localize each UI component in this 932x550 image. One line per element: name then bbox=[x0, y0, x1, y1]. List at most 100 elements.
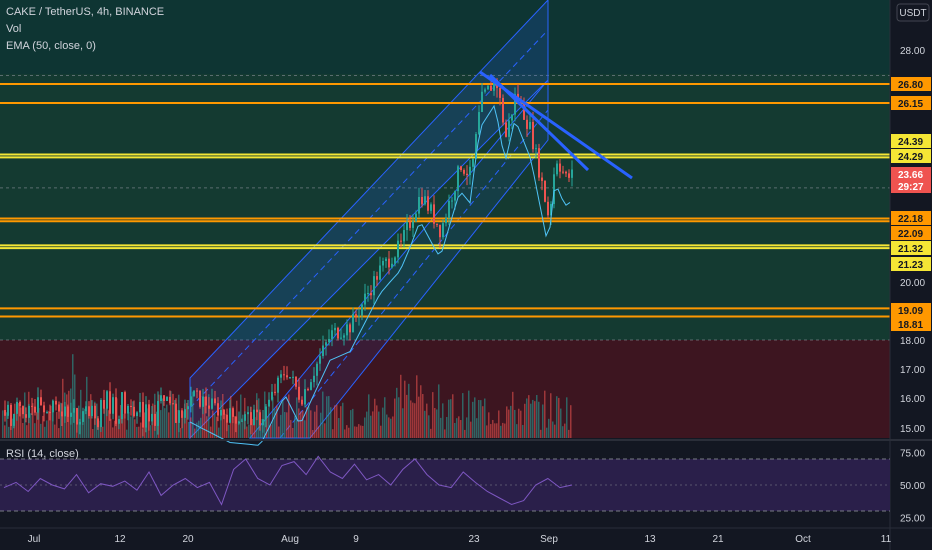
volume-bar bbox=[298, 408, 300, 438]
candle-body bbox=[568, 173, 570, 178]
volume-bar bbox=[282, 399, 284, 438]
volume-bar bbox=[392, 416, 394, 438]
candle-body bbox=[367, 292, 369, 294]
candle-body bbox=[391, 263, 393, 268]
candle-body bbox=[214, 398, 216, 404]
candle-body bbox=[556, 163, 558, 175]
candle-body bbox=[46, 412, 48, 414]
volume-bar bbox=[258, 398, 260, 438]
candle-body bbox=[91, 405, 93, 417]
candle-body bbox=[70, 412, 72, 417]
volume-bar bbox=[470, 421, 472, 438]
volume-bar bbox=[316, 405, 318, 438]
candle-body bbox=[253, 409, 255, 426]
candle-body bbox=[532, 121, 534, 150]
candle-body bbox=[61, 411, 63, 417]
volume-bar bbox=[306, 407, 308, 438]
volume-bar bbox=[160, 410, 162, 438]
volume-bar bbox=[42, 415, 44, 438]
volume-bar bbox=[468, 390, 470, 438]
candle-body bbox=[31, 405, 33, 407]
price-badge-label: 21.32 bbox=[898, 244, 923, 255]
volume-bar bbox=[318, 426, 320, 438]
candle-body bbox=[169, 396, 171, 404]
volume-bar bbox=[432, 392, 434, 438]
volume-bar bbox=[48, 411, 50, 438]
candle-body bbox=[145, 404, 147, 428]
candle-body bbox=[196, 390, 198, 392]
volume-bar bbox=[324, 423, 326, 438]
price-badge bbox=[891, 241, 931, 255]
candle-body bbox=[175, 403, 177, 423]
candle-body bbox=[148, 404, 150, 422]
volume-bar bbox=[466, 417, 468, 438]
volume-bar bbox=[382, 407, 384, 438]
volume-bar bbox=[34, 423, 36, 438]
volume-bar bbox=[272, 396, 274, 438]
volume-bar bbox=[232, 408, 234, 438]
volume-bar bbox=[492, 419, 494, 438]
volume-bar bbox=[540, 429, 542, 438]
candle-body bbox=[223, 409, 225, 415]
volume-bar bbox=[102, 426, 104, 438]
volume-bar bbox=[300, 411, 302, 438]
volume-bar bbox=[218, 427, 220, 438]
volume-bar bbox=[506, 406, 508, 438]
volume-bar bbox=[36, 412, 38, 438]
candle-body bbox=[286, 375, 288, 378]
x-tick-label: 23 bbox=[468, 534, 480, 545]
candle-body bbox=[262, 419, 264, 426]
candle-body bbox=[322, 345, 324, 357]
volume-bar bbox=[168, 412, 170, 438]
candle-body bbox=[349, 324, 351, 333]
volume-bar bbox=[452, 394, 454, 438]
candle-body bbox=[127, 405, 129, 414]
candle-body bbox=[52, 400, 54, 413]
volume-bar bbox=[228, 424, 230, 438]
candle-body bbox=[454, 191, 456, 201]
volume-bar bbox=[448, 399, 450, 438]
candle-body bbox=[181, 410, 183, 418]
candle-body bbox=[205, 396, 207, 406]
volume-bar bbox=[124, 410, 126, 438]
volume-bar bbox=[308, 406, 310, 438]
candle-body bbox=[97, 418, 99, 428]
volume-bar bbox=[88, 406, 90, 438]
volume-bar bbox=[362, 425, 364, 438]
volume-bar bbox=[252, 418, 254, 438]
candle-body bbox=[310, 382, 312, 390]
ema-line bbox=[189, 104, 571, 446]
volume-bar bbox=[224, 413, 226, 438]
volume-bar bbox=[344, 429, 346, 438]
candle-body bbox=[157, 401, 159, 426]
price-badge-label: 29:27 bbox=[898, 182, 924, 193]
volume-bar bbox=[190, 417, 192, 438]
volume-bar bbox=[20, 407, 22, 438]
candle-body bbox=[85, 406, 87, 412]
candle-body bbox=[130, 405, 132, 407]
volume-bar bbox=[126, 429, 128, 438]
candle-body bbox=[313, 375, 315, 383]
volume-bar bbox=[270, 425, 272, 438]
candle-body bbox=[514, 93, 516, 115]
channel-low-dash bbox=[279, 109, 549, 439]
candle-body bbox=[220, 409, 222, 416]
price-badge-label: 22.18 bbox=[898, 214, 923, 225]
candle-body bbox=[337, 327, 339, 339]
volume-bar bbox=[560, 408, 562, 438]
volume-bar bbox=[378, 411, 380, 438]
volume-bar bbox=[524, 403, 526, 438]
candle-body bbox=[211, 398, 213, 409]
candle-body bbox=[16, 401, 18, 414]
volume-bar bbox=[314, 411, 316, 438]
candle-body bbox=[412, 221, 414, 228]
legend-vol: Vol bbox=[6, 23, 22, 35]
candle-body bbox=[19, 401, 21, 407]
volume-bar bbox=[182, 411, 184, 438]
volume-bar bbox=[330, 407, 332, 438]
volume-bar bbox=[356, 426, 358, 438]
volume-bar bbox=[554, 424, 556, 438]
price-badge-label: 23.66 bbox=[898, 170, 923, 181]
candle-body bbox=[178, 410, 180, 423]
volume-bar bbox=[128, 411, 130, 438]
